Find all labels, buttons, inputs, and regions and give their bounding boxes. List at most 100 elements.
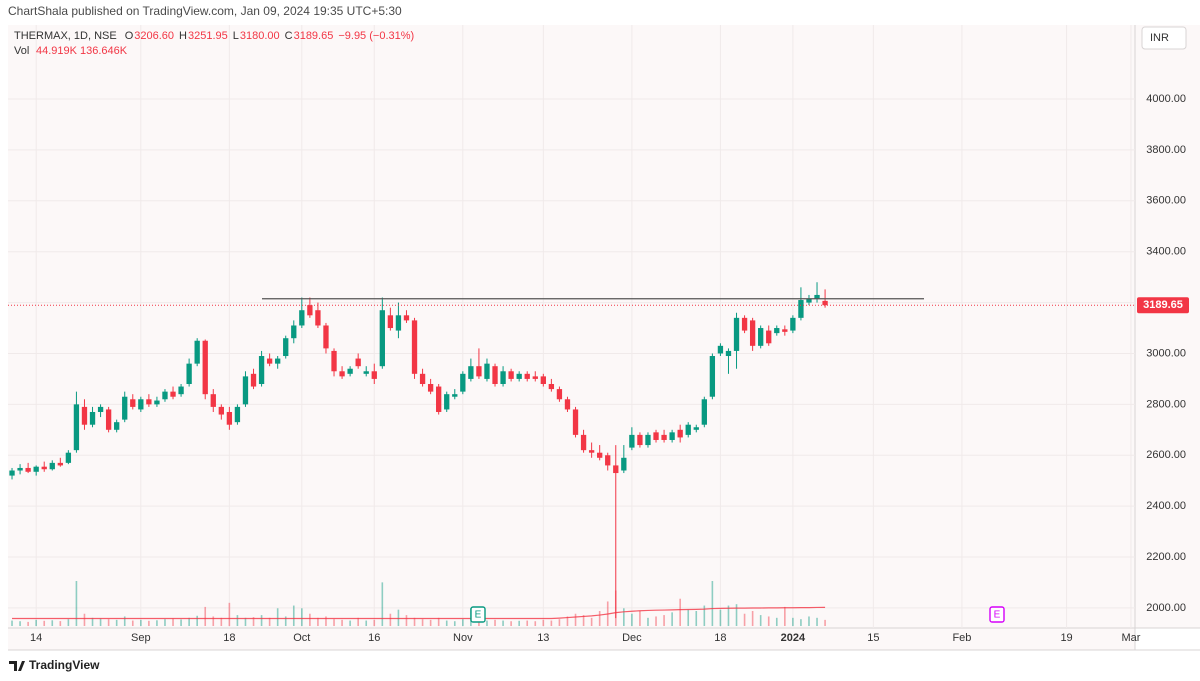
last-price-label: 3189.65: [1143, 299, 1183, 311]
candle-body: [73, 404, 80, 451]
y-tick-label: 3600.00: [1146, 195, 1186, 207]
candle-body: [266, 358, 273, 364]
volume-bar: [292, 605, 295, 626]
candle-body: [162, 391, 168, 400]
volume-bar: [775, 617, 778, 626]
volume-bar: [11, 620, 13, 626]
candle-body: [379, 310, 385, 367]
volume-bar: [566, 616, 569, 626]
volume-bar: [582, 615, 585, 626]
currency-box[interactable]: [1141, 26, 1187, 50]
x-tick-label: Mar: [1121, 632, 1140, 644]
volume-bar: [397, 609, 400, 626]
earnings-marker[interactable]: E: [475, 610, 482, 621]
volume-bar: [542, 619, 545, 626]
y-tick-label: 3000.00: [1146, 347, 1186, 359]
ohlc-value: 3180.00: [240, 30, 280, 42]
candle-body: [701, 399, 707, 425]
currency[interactable]: INR: [1150, 32, 1169, 44]
y-tick-label: 2400.00: [1146, 500, 1186, 512]
volume-bar: [526, 620, 529, 626]
volume-bar: [228, 602, 231, 626]
candle-body: [403, 315, 410, 321]
candle-body: [363, 371, 369, 374]
candle-body: [774, 328, 780, 334]
candle-body: [629, 434, 635, 448]
candle-body: [452, 394, 458, 397]
earnings-marker-box[interactable]: [470, 606, 486, 623]
candle-body: [202, 340, 208, 395]
candle-body: [411, 320, 418, 374]
volume-bar: [727, 605, 730, 626]
volume-bar: [349, 620, 351, 626]
candle-body: [194, 340, 200, 364]
candle-body: [427, 384, 434, 392]
candle-body: [25, 467, 31, 472]
candle-body: [178, 386, 184, 395]
candle-body: [49, 462, 55, 470]
ohlc-label: O: [125, 30, 134, 42]
volume-bar: [655, 616, 657, 626]
ohlc-label: C: [285, 30, 293, 42]
candle-body: [146, 399, 152, 405]
candle-body: [331, 350, 337, 372]
volume-bar: [140, 619, 142, 626]
volume-bar: [156, 620, 158, 626]
ohlc-value: 3251.95: [188, 30, 228, 42]
volume-bar: [244, 617, 247, 626]
candles: [9, 282, 828, 619]
candle-body: [65, 452, 72, 463]
ohlc-value: 3189.65: [294, 30, 334, 42]
x-tick-label: Feb: [952, 632, 971, 644]
candle-body: [315, 310, 321, 326]
volume-bar: [99, 618, 102, 626]
earnings-marker-box[interactable]: [989, 606, 1005, 623]
volume-bar: [172, 618, 174, 626]
volume-bar: [647, 617, 649, 626]
candle-body: [97, 406, 104, 412]
candle-body: [81, 406, 88, 425]
y-tick-label: 4000.00: [1146, 93, 1186, 105]
volume-bar: [83, 613, 86, 626]
candle-body: [460, 373, 466, 392]
candle-body: [669, 432, 675, 440]
volume-bar: [365, 620, 368, 626]
candle-body: [9, 470, 15, 476]
volume-bar: [357, 617, 359, 626]
volume-bar: [429, 619, 432, 626]
volume-bar: [751, 611, 754, 626]
volume-bar: [623, 608, 625, 626]
x-tick-label: 13: [537, 632, 549, 644]
candle-body: [766, 330, 772, 344]
volume-bar: [639, 611, 641, 626]
candle-body: [806, 298, 812, 303]
earnings-marker[interactable]: E: [994, 610, 1001, 621]
candle-body: [250, 373, 257, 387]
volume-bar: [212, 616, 215, 626]
volume-bar: [301, 608, 303, 626]
y-tick-label: 2800.00: [1146, 398, 1186, 410]
volume-bar: [333, 619, 335, 626]
candle-body: [395, 315, 402, 331]
y-tick-label: 2200.00: [1146, 551, 1186, 563]
candle-body: [653, 432, 659, 440]
candle-body: [186, 363, 192, 385]
volume-bar: [19, 621, 21, 626]
x-tick-label: Sep: [131, 632, 151, 644]
y-tick-label: 2000.00: [1146, 602, 1186, 614]
candle-body: [307, 305, 313, 316]
volume-bar: [510, 621, 512, 626]
candle-body: [709, 356, 716, 397]
volume-bar: [260, 615, 263, 626]
volume-bar: [550, 620, 553, 626]
y-tick-label: 3400.00: [1146, 246, 1186, 258]
candle-body: [621, 457, 627, 471]
volume-bar: [816, 617, 818, 626]
candle-body: [89, 411, 96, 425]
symbol: THERMAX, 1D, NSE: [14, 30, 117, 42]
candle-body: [476, 366, 482, 377]
candle-body: [444, 394, 450, 410]
volume-ma-line: [12, 606, 826, 620]
x-tick-label: Dec: [622, 632, 642, 644]
candle-body: [130, 399, 136, 407]
